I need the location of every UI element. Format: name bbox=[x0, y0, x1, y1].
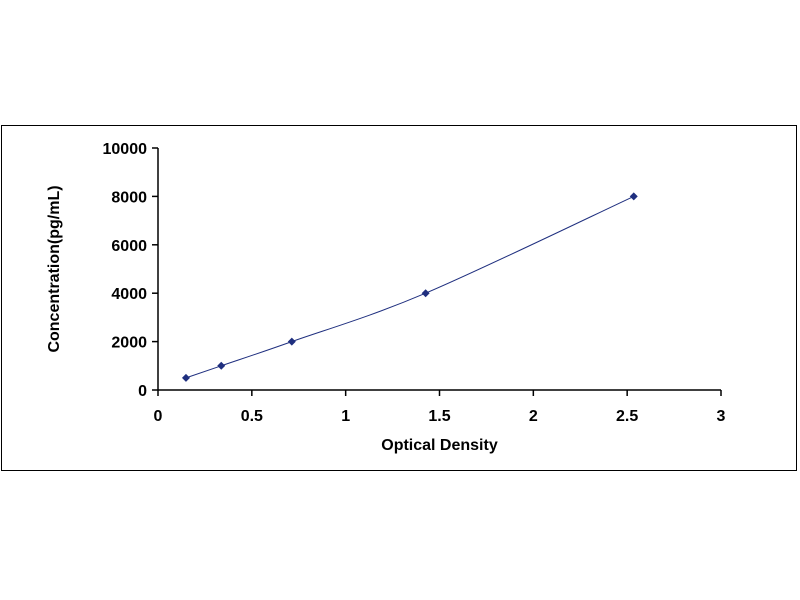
x-tick-label: 2 bbox=[529, 408, 538, 425]
x-tick-label: 0.5 bbox=[241, 408, 263, 425]
x-tick-label: 3 bbox=[717, 408, 726, 425]
axes: 0 2000 4000 6000 8000 10000 0 0.5 1 1.5 2 2.5 3 bbox=[103, 141, 726, 425]
x-tick-label: 1.5 bbox=[428, 408, 450, 425]
data-markers bbox=[181, 192, 638, 382]
data-point-marker bbox=[629, 192, 638, 201]
y-axis-title: Concentration(pg/mL) bbox=[46, 185, 63, 352]
x-ticks: 0 0.5 1 1.5 2 2.5 3 bbox=[154, 390, 726, 425]
trend-curve bbox=[185, 195, 634, 379]
y-tick-label: 4000 bbox=[111, 286, 147, 303]
data-point-marker bbox=[181, 373, 190, 382]
y-tick-label: 10000 bbox=[103, 141, 148, 158]
data-point-marker bbox=[217, 361, 226, 370]
data-point-marker bbox=[287, 337, 296, 346]
x-tick-label: 1 bbox=[341, 408, 350, 425]
chart-svg: 0 2000 4000 6000 8000 10000 0 0.5 1 1.5 2 2.5 3 Opt… bbox=[46, 141, 726, 454]
x-axis-title: Optical Density bbox=[381, 437, 498, 454]
data-point-marker bbox=[421, 289, 430, 298]
y-ticks: 0 2000 4000 6000 8000 10000 bbox=[103, 141, 158, 400]
chart-frame: 0 2000 4000 6000 8000 10000 0 0.5 1 1.5 2 2.5 3 Opt… bbox=[1, 125, 797, 471]
y-tick-label: 6000 bbox=[111, 238, 147, 255]
y-tick-label: 2000 bbox=[111, 335, 147, 352]
y-tick-label: 0 bbox=[138, 383, 147, 400]
x-tick-label: 0 bbox=[154, 408, 163, 425]
x-tick-label: 2.5 bbox=[616, 408, 638, 425]
y-tick-label: 8000 bbox=[111, 189, 147, 206]
